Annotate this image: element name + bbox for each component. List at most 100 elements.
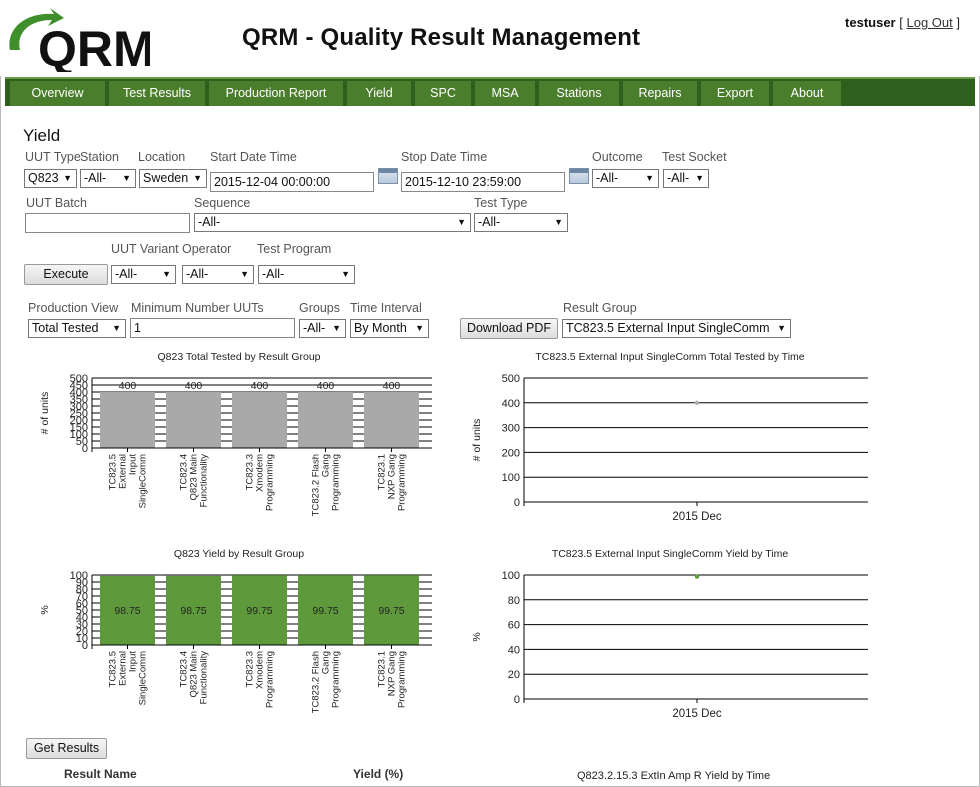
x-tick-label-line: Functionality xyxy=(199,454,210,508)
time-interval-select[interactable]: By Month ▼ xyxy=(350,319,429,338)
uut-type-select[interactable]: Q823 ▼ xyxy=(24,169,77,188)
nav-repairs[interactable]: Repairs xyxy=(623,81,699,106)
test-socket-select[interactable]: -All- ▼ xyxy=(663,169,709,188)
test-socket-label: Test Socket xyxy=(662,150,727,164)
y-tick-label: 50 xyxy=(76,436,88,448)
station-value: -All- xyxy=(84,171,107,185)
x-tick-label-line: Programming xyxy=(331,454,342,511)
x-tick-label-line: SingleComm xyxy=(138,651,149,705)
data-label: 400 xyxy=(251,380,269,392)
uut-type-value: Q823 xyxy=(28,171,59,185)
y-tick-label: 300 xyxy=(502,423,520,435)
nav-stations[interactable]: Stations xyxy=(539,81,621,106)
nav-spc[interactable]: SPC xyxy=(415,81,473,106)
x-tick-label-line: Programming xyxy=(265,454,276,511)
x-tick-label-line: Functionality xyxy=(199,651,210,705)
y-tick-label: 100 xyxy=(502,472,520,484)
x-tick-label-line: TC823.3 xyxy=(245,454,256,490)
test-program-select[interactable]: -All- ▼ xyxy=(258,265,355,284)
test-socket-value: -All- xyxy=(667,171,690,185)
chevron-down-icon: ▼ xyxy=(645,173,654,183)
groups-select[interactable]: -All- ▼ xyxy=(299,319,346,338)
data-label: 400 xyxy=(119,380,137,392)
y-tick-label: 500 xyxy=(502,373,520,385)
x-tick-label-line: TC823.4 xyxy=(179,651,190,687)
chevron-down-icon: ▼ xyxy=(341,269,350,279)
test-type-select[interactable]: -All- ▼ xyxy=(474,213,568,232)
bar xyxy=(100,575,155,645)
nav-about[interactable]: About xyxy=(773,81,843,106)
test-type-value: -All- xyxy=(478,215,501,229)
x-tick-label-line: Gang xyxy=(321,454,332,477)
y-tick-label: 0 xyxy=(514,497,520,509)
y-tick-label: 80 xyxy=(76,584,88,596)
x-tick-label-line: TC823.4 xyxy=(179,454,190,490)
stop-date-input[interactable]: 2015-12-10 23:59:00 xyxy=(401,172,565,192)
y-tick-label: 100 xyxy=(70,570,88,582)
y-tick-label: 70 xyxy=(76,591,88,603)
logout-link[interactable]: Log Out xyxy=(906,15,953,30)
chevron-down-icon: ▼ xyxy=(695,173,704,183)
data-point xyxy=(694,400,700,405)
stop-calendar-icon[interactable] xyxy=(569,168,589,184)
chevron-down-icon: ▼ xyxy=(554,217,563,227)
nav-production-report[interactable]: Production Report xyxy=(209,81,345,106)
x-tick-label-line: TC823.1 xyxy=(377,651,388,687)
y-axis-label: % xyxy=(39,605,51,614)
get-results-button[interactable]: Get Results xyxy=(26,738,107,759)
operator-value: -All- xyxy=(186,267,209,281)
y-tick-label: 60 xyxy=(508,620,520,632)
y-axis-label: % xyxy=(471,632,483,641)
operator-select[interactable]: -All- ▼ xyxy=(182,265,254,284)
result-group-select[interactable]: TC823.5 External Input SingleComm ▼ xyxy=(562,319,791,338)
test-type-label: Test Type xyxy=(474,196,528,210)
data-label: 99.75 xyxy=(246,605,272,617)
operator-label: Operator xyxy=(182,242,232,256)
chart-title: TC823.5 External Input SingleComm Yield … xyxy=(552,548,789,560)
start-date-input[interactable]: 2015-12-04 00:00:00 xyxy=(210,172,374,192)
sequence-select[interactable]: -All- ▼ xyxy=(194,213,471,232)
qrm-logo: QRM xyxy=(9,8,150,72)
x-tick-label-line: Programming xyxy=(265,651,276,708)
outcome-select[interactable]: -All- ▼ xyxy=(592,169,659,188)
x-tick-label: TC823.5 External Input SingleComm xyxy=(108,454,149,509)
bar xyxy=(232,575,287,645)
station-select[interactable]: -All- ▼ xyxy=(80,169,136,188)
time-interval-label: Time Interval xyxy=(350,301,422,315)
uut-batch-label: UUT Batch xyxy=(26,196,87,210)
result-name-header: Result Name xyxy=(64,767,137,781)
location-select[interactable]: Sweden ▼ xyxy=(139,169,207,188)
production-view-select[interactable]: Total Tested ▼ xyxy=(28,319,126,338)
groups-label: Groups xyxy=(299,301,340,315)
next-chart-title: Q823.2.15.3 ExtIn Amp R Yield by Time xyxy=(577,770,771,782)
nav-overview[interactable]: Overview xyxy=(10,81,107,106)
chevron-down-icon: ▼ xyxy=(122,173,131,183)
location-label: Location xyxy=(138,150,186,164)
start-calendar-icon[interactable] xyxy=(378,168,398,184)
sequence-value: -All- xyxy=(198,215,221,229)
bar xyxy=(364,392,419,448)
bar xyxy=(166,575,221,645)
chevron-down-icon: ▼ xyxy=(240,269,249,279)
x-tick-label: 2015 Dec xyxy=(672,511,721,523)
y-axis-label: # of units xyxy=(471,419,483,462)
x-tick-label: 2015 Dec xyxy=(672,708,721,720)
x-tick-label-line: Programming xyxy=(397,651,408,708)
nav-test-results[interactable]: Test Results xyxy=(109,81,207,106)
x-tick-label-line: External xyxy=(118,454,129,489)
nav-export[interactable]: Export xyxy=(701,81,771,106)
y-tick-label: 400 xyxy=(502,398,520,410)
result-group-label: Result Group xyxy=(563,301,637,315)
nav-yield[interactable]: Yield xyxy=(347,81,413,106)
uut-variant-select[interactable]: -All- ▼ xyxy=(111,265,176,284)
uut-variant-label: UUT Variant xyxy=(111,242,179,256)
chevron-down-icon: ▼ xyxy=(162,269,171,279)
download-pdf-button[interactable]: Download PDF xyxy=(460,318,558,339)
data-label: 98.75 xyxy=(180,605,206,617)
nav-msa[interactable]: MSA xyxy=(475,81,537,106)
execute-button[interactable]: Execute xyxy=(24,264,108,285)
test-program-label: Test Program xyxy=(257,242,332,256)
min-uuts-input[interactable]: 1 xyxy=(130,318,295,338)
uut-batch-input[interactable] xyxy=(25,213,190,233)
y-tick-label: 100 xyxy=(70,429,88,441)
